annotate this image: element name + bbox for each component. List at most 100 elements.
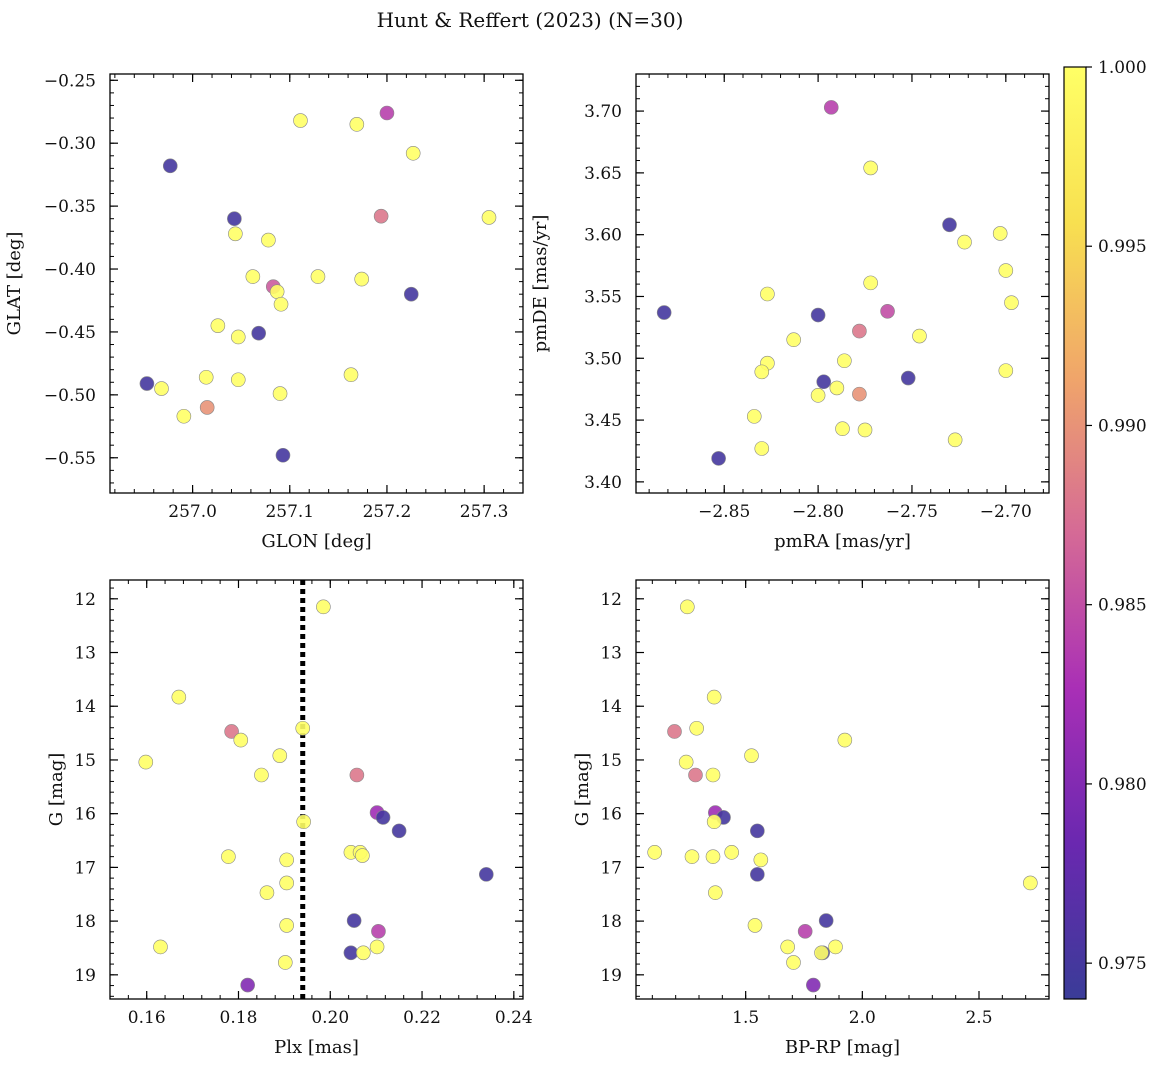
y-tick-label: 3.50: [584, 349, 622, 369]
data-point: [269, 284, 285, 299]
data-point: [786, 332, 801, 348]
data-point: [706, 689, 722, 705]
data-point: [912, 328, 927, 344]
data-point: [754, 364, 770, 380]
x-tick-label: 257.3: [460, 502, 509, 522]
y-axis-label: GLAT [deg]: [4, 232, 25, 336]
data-point: [750, 823, 765, 839]
colorbar-tick-label: 1.000: [1098, 58, 1147, 78]
data-point: [279, 852, 294, 868]
data-point: [230, 372, 246, 388]
data-point: [797, 924, 813, 939]
data-point: [816, 374, 832, 390]
data-point: [656, 305, 672, 320]
data-point: [1023, 875, 1038, 891]
data-point: [356, 945, 371, 961]
data-point: [153, 939, 168, 955]
data-point: [227, 211, 242, 226]
data-point: [998, 363, 1014, 378]
y-tick-label: 14: [600, 697, 622, 717]
data-point: [391, 823, 407, 839]
y-tick-label: −0.45: [44, 323, 96, 343]
y-tick-label: 13: [74, 644, 96, 664]
data-point: [724, 845, 739, 860]
data-point: [828, 939, 843, 955]
x-tick-label: −2.80: [792, 502, 844, 522]
data-point: [680, 599, 695, 615]
data-point: [379, 105, 395, 121]
data-point: [852, 323, 867, 339]
data-point: [230, 329, 246, 345]
y-axis-label: G [mag]: [572, 753, 593, 826]
data-point: [708, 885, 723, 900]
data-point: [880, 304, 895, 319]
x-tick-label: 0.22: [403, 1008, 441, 1028]
data-point: [162, 158, 178, 174]
data-point: [810, 388, 826, 403]
x-axis-label: Plx [mas]: [274, 1037, 359, 1058]
y-tick-label: 18: [74, 912, 96, 932]
axes-frame: [109, 579, 524, 1000]
y-tick-label: 19: [74, 966, 96, 986]
data-point: [373, 208, 389, 224]
data-point: [852, 386, 867, 402]
data-point: [744, 748, 759, 763]
data-point: [272, 748, 288, 763]
data-point: [296, 814, 311, 830]
data-point: [829, 380, 845, 396]
data-point: [349, 117, 365, 132]
data-point: [198, 369, 214, 385]
y-tick-label: 14: [74, 697, 96, 717]
y-tick-label: 3.55: [584, 287, 622, 307]
data-point: [369, 939, 385, 955]
data-point: [293, 113, 308, 128]
data-point: [245, 269, 261, 284]
y-axis-label: G [mag]: [46, 753, 67, 826]
colorbar-tick-label: 0.990: [1098, 416, 1147, 436]
y-tick-label: 3.65: [584, 164, 622, 184]
data-point: [316, 599, 331, 615]
y-tick-label: 12: [74, 590, 96, 610]
panels: 257.0 257.1 257.2 257.3 −0.55 −0.50 −0.45 −0.40…: [4, 71, 1050, 1058]
panel-4: 1.5 2.0 2.5 12 13 14 15 16 17 18 19 BP-RP [mag] G [m…: [572, 579, 1050, 1058]
data-point: [154, 381, 169, 396]
y-tick-label: 3.70: [584, 102, 622, 122]
colorbar-tick-label: 0.995: [1098, 237, 1147, 257]
data-point: [176, 408, 192, 424]
data-point: [689, 720, 704, 736]
data-point: [171, 689, 187, 705]
x-tick-label: 2.5: [965, 1008, 992, 1028]
data-point: [228, 226, 243, 242]
colorbar-tick-label: 0.980: [1098, 775, 1147, 795]
data-point: [343, 945, 359, 961]
y-tick-label: 13: [600, 644, 622, 664]
data-point: [818, 913, 834, 928]
data-point: [199, 400, 215, 415]
data-point: [863, 160, 878, 176]
colorbar-tick-label: 0.985: [1098, 596, 1147, 616]
data-point: [210, 318, 226, 333]
panel-2: −2.85 −2.80 −2.75 −2.70 3.40 3.45 3.50 3.55 3.60…: [530, 73, 1050, 552]
y-tick-label: −0.25: [44, 71, 96, 91]
colorbar: 0.975 0.980 0.985 0.990 0.995 1.000: [1063, 58, 1147, 1000]
y-tick-label: 15: [600, 751, 622, 771]
x-axis-label: BP-RP [mag]: [785, 1037, 900, 1058]
data-point: [138, 754, 154, 770]
data-point: [837, 353, 852, 369]
figure-title: Hunt & Reffert (2023) (N=30): [377, 8, 684, 32]
data-point: [998, 263, 1014, 278]
data-point: [233, 732, 249, 748]
data-point: [746, 409, 762, 424]
data-point: [310, 269, 326, 284]
data-point: [275, 447, 291, 463]
x-tick-label: 257.1: [265, 502, 314, 522]
x-tick-label: −2.70: [980, 502, 1032, 522]
x-tick-label: 1.5: [732, 1008, 759, 1028]
data-point: [254, 767, 269, 783]
data-point: [688, 767, 703, 783]
data-point: [810, 307, 826, 323]
data-point: [711, 451, 726, 466]
data-point: [750, 867, 765, 882]
y-tick-label: 17: [600, 858, 622, 878]
y-tick-label: 3.40: [584, 473, 622, 493]
